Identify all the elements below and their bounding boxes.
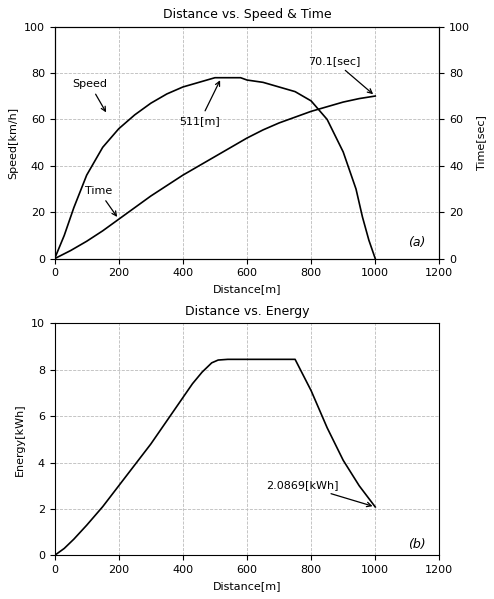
X-axis label: Distance[m]: Distance[m] xyxy=(213,284,281,294)
Text: (a): (a) xyxy=(408,237,426,249)
Text: Time: Time xyxy=(85,186,117,216)
Text: Speed: Speed xyxy=(72,79,107,111)
Title: Distance vs. Energy: Distance vs. Energy xyxy=(185,305,309,318)
Text: 511[m]: 511[m] xyxy=(180,81,220,126)
Y-axis label: Speed[km/h]: Speed[km/h] xyxy=(8,107,18,179)
Y-axis label: Energy[kWh]: Energy[kWh] xyxy=(15,403,25,476)
Y-axis label: Time[sec]: Time[sec] xyxy=(476,115,486,170)
Title: Distance vs. Speed & Time: Distance vs. Speed & Time xyxy=(163,8,331,22)
Text: 2.0869[kWh]: 2.0869[kWh] xyxy=(266,480,371,507)
X-axis label: Distance[m]: Distance[m] xyxy=(213,580,281,591)
Text: 70.1[sec]: 70.1[sec] xyxy=(308,56,372,93)
Text: (b): (b) xyxy=(408,538,426,550)
